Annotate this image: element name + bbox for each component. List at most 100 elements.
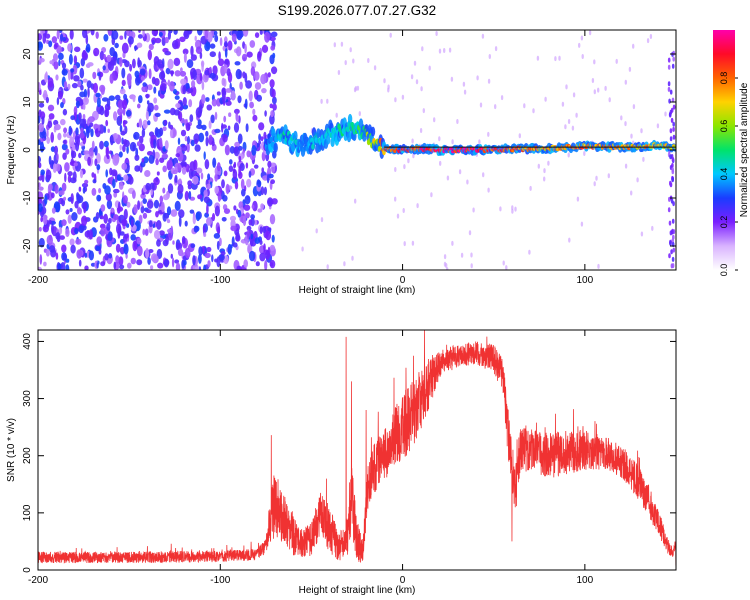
spectrogram-noise-cell — [159, 83, 167, 92]
spectrogram-noise-cell — [672, 126, 675, 132]
spectrogram-noise-cell — [267, 72, 271, 78]
spectrogram-noise-cell — [181, 144, 188, 152]
spectrogram-noise-cell — [204, 69, 210, 76]
spectrogram-noise-cell — [595, 175, 598, 181]
spectrogram-noise-cell — [184, 220, 188, 227]
spectrogram-noise-cell — [219, 237, 222, 247]
y-tick-label: 100 — [22, 504, 33, 521]
spectrogram-noise-cell — [266, 173, 270, 184]
spectrogram-noise-cell — [669, 240, 672, 246]
spectrogram-noise-cell — [580, 35, 584, 41]
spectrogram-noise-cell — [148, 43, 154, 51]
spectrogram-noise-cell — [354, 198, 357, 204]
spectrogram-noise-cell — [207, 260, 211, 268]
spectrogram-noise-cell — [271, 198, 278, 205]
spectrogram-noise-cell — [213, 30, 218, 36]
spectrogram-noise-cell — [468, 230, 472, 236]
spectrogram-noise-cell — [269, 103, 274, 109]
spectrogram-noise-cell — [145, 94, 150, 99]
spectrogram-noise-cell — [669, 89, 673, 95]
spectrogram-noise-cell — [667, 64, 671, 70]
spectrogram-noise-cell — [67, 43, 72, 52]
spectrogram-noise-cell — [47, 77, 54, 88]
spectrogram-noise-cell — [154, 127, 159, 137]
spectrogram-noise-cell — [253, 71, 260, 81]
spectrogram-noise-cell — [270, 45, 276, 51]
spectrogram-noise-cell — [248, 90, 253, 102]
spectrogram-noise-cell — [122, 195, 128, 204]
snr-y-axis-label: SNR (10 * v/v) — [6, 418, 17, 482]
spectrogram-noise-cell — [106, 222, 111, 231]
spectrogram-noise-cell — [40, 216, 44, 223]
spectrogram-noise-cell — [52, 163, 57, 174]
spectrogram-noise-cell — [159, 127, 164, 137]
spectrogram-noise-cell — [107, 155, 110, 160]
spectrogram-noise-cell — [169, 124, 174, 130]
spectrogram-noise-cell — [438, 136, 441, 142]
spectrogram-noise-cell — [136, 259, 143, 266]
spectrogram-noise-cell — [69, 30, 74, 40]
spectrogram-noise-cell — [61, 68, 68, 76]
x-tick-label: 100 — [577, 275, 594, 286]
spectrogram-noise-cell — [494, 46, 498, 52]
spectrogram-noise-cell — [84, 265, 89, 270]
spectrogram-noise-cell — [67, 214, 72, 224]
spectrogram-noise-cell — [80, 84, 84, 91]
spectrogram-noise-cell — [224, 59, 229, 65]
spectrogram-noise-cell — [672, 121, 675, 127]
spectrogram-noise-cell — [38, 266, 42, 270]
spectrogram-noise-cell — [214, 185, 219, 195]
spectrogram-noise-cell — [163, 194, 169, 201]
spectrogram-noise-cell — [671, 97, 675, 103]
spectrogram-noise-cell — [161, 201, 165, 213]
spectrogram-x-axis-label: Height of straight line (km) — [299, 285, 416, 296]
spectrogram-noise-cell — [42, 33, 47, 44]
spectrogram-noise-cell — [58, 52, 64, 61]
spectrogram-noise-cell — [171, 257, 175, 268]
spectrogram-noise-cell — [223, 115, 227, 123]
spectrogram-noise-cell — [248, 219, 253, 226]
y-tick-label: 300 — [22, 390, 33, 407]
spectrogram-noise-cell — [207, 31, 213, 43]
spectrogram-noise-cell — [217, 58, 225, 67]
spectrogram-noise-cell — [448, 47, 452, 53]
spectrogram-noise-cell — [250, 66, 256, 76]
spectrogram-noise-cell — [671, 169, 675, 175]
spectrogram-noise-cell — [233, 161, 237, 168]
spectrogram-noise-cell — [233, 205, 237, 211]
spectrogram-noise-cell — [73, 162, 79, 167]
spectrogram-noise-cell — [137, 103, 141, 109]
spectrogram-noise-cell — [190, 243, 196, 249]
spectrogram-noise-cell — [122, 144, 126, 153]
spectrogram-noise-cell — [518, 133, 521, 139]
spectrogram-noise-cell — [165, 235, 169, 245]
spectrogram-noise-cell — [156, 239, 161, 247]
spectrogram-noise-cell — [123, 233, 129, 239]
spectrogram-noise-cell — [58, 190, 65, 196]
spectrogram-noise-cell — [221, 179, 225, 189]
spectrogram-noise-cell — [166, 219, 171, 224]
spectrogram-noise-cell — [77, 80, 82, 87]
spectrogram-noise-cell — [167, 79, 171, 87]
spectrogram-noise-cell — [257, 51, 262, 62]
spectrogram-noise-cell — [211, 254, 214, 263]
spectrogram-noise-cell — [664, 111, 667, 117]
spectrogram-noise-cell — [456, 119, 459, 124]
spectrogram-noise-cell — [49, 60, 54, 65]
spectrogram-noise-cell — [261, 88, 267, 94]
spectrogram-noise-cell — [472, 207, 475, 213]
spectrogram-noise-cell — [245, 162, 249, 169]
spectrogram-noise-cell — [86, 80, 92, 89]
spectrogram-noise-cell — [172, 40, 179, 50]
spectrogram-noise-cell — [203, 264, 206, 270]
spectrogram-noise-cell — [669, 109, 673, 115]
spectrogram-noise-cell — [106, 199, 113, 210]
spectrogram-signal-cell — [311, 143, 315, 150]
spectrogram-noise-cell — [433, 117, 436, 123]
spectrogram-noise-cell — [86, 127, 90, 139]
spectrogram-noise-cell — [216, 162, 221, 172]
spectrogram-noise-cell — [252, 108, 256, 116]
spectrogram-noise-cell — [179, 36, 186, 43]
spectrogram-noise-cell — [162, 126, 167, 132]
spectrogram-noise-cell — [192, 69, 197, 81]
